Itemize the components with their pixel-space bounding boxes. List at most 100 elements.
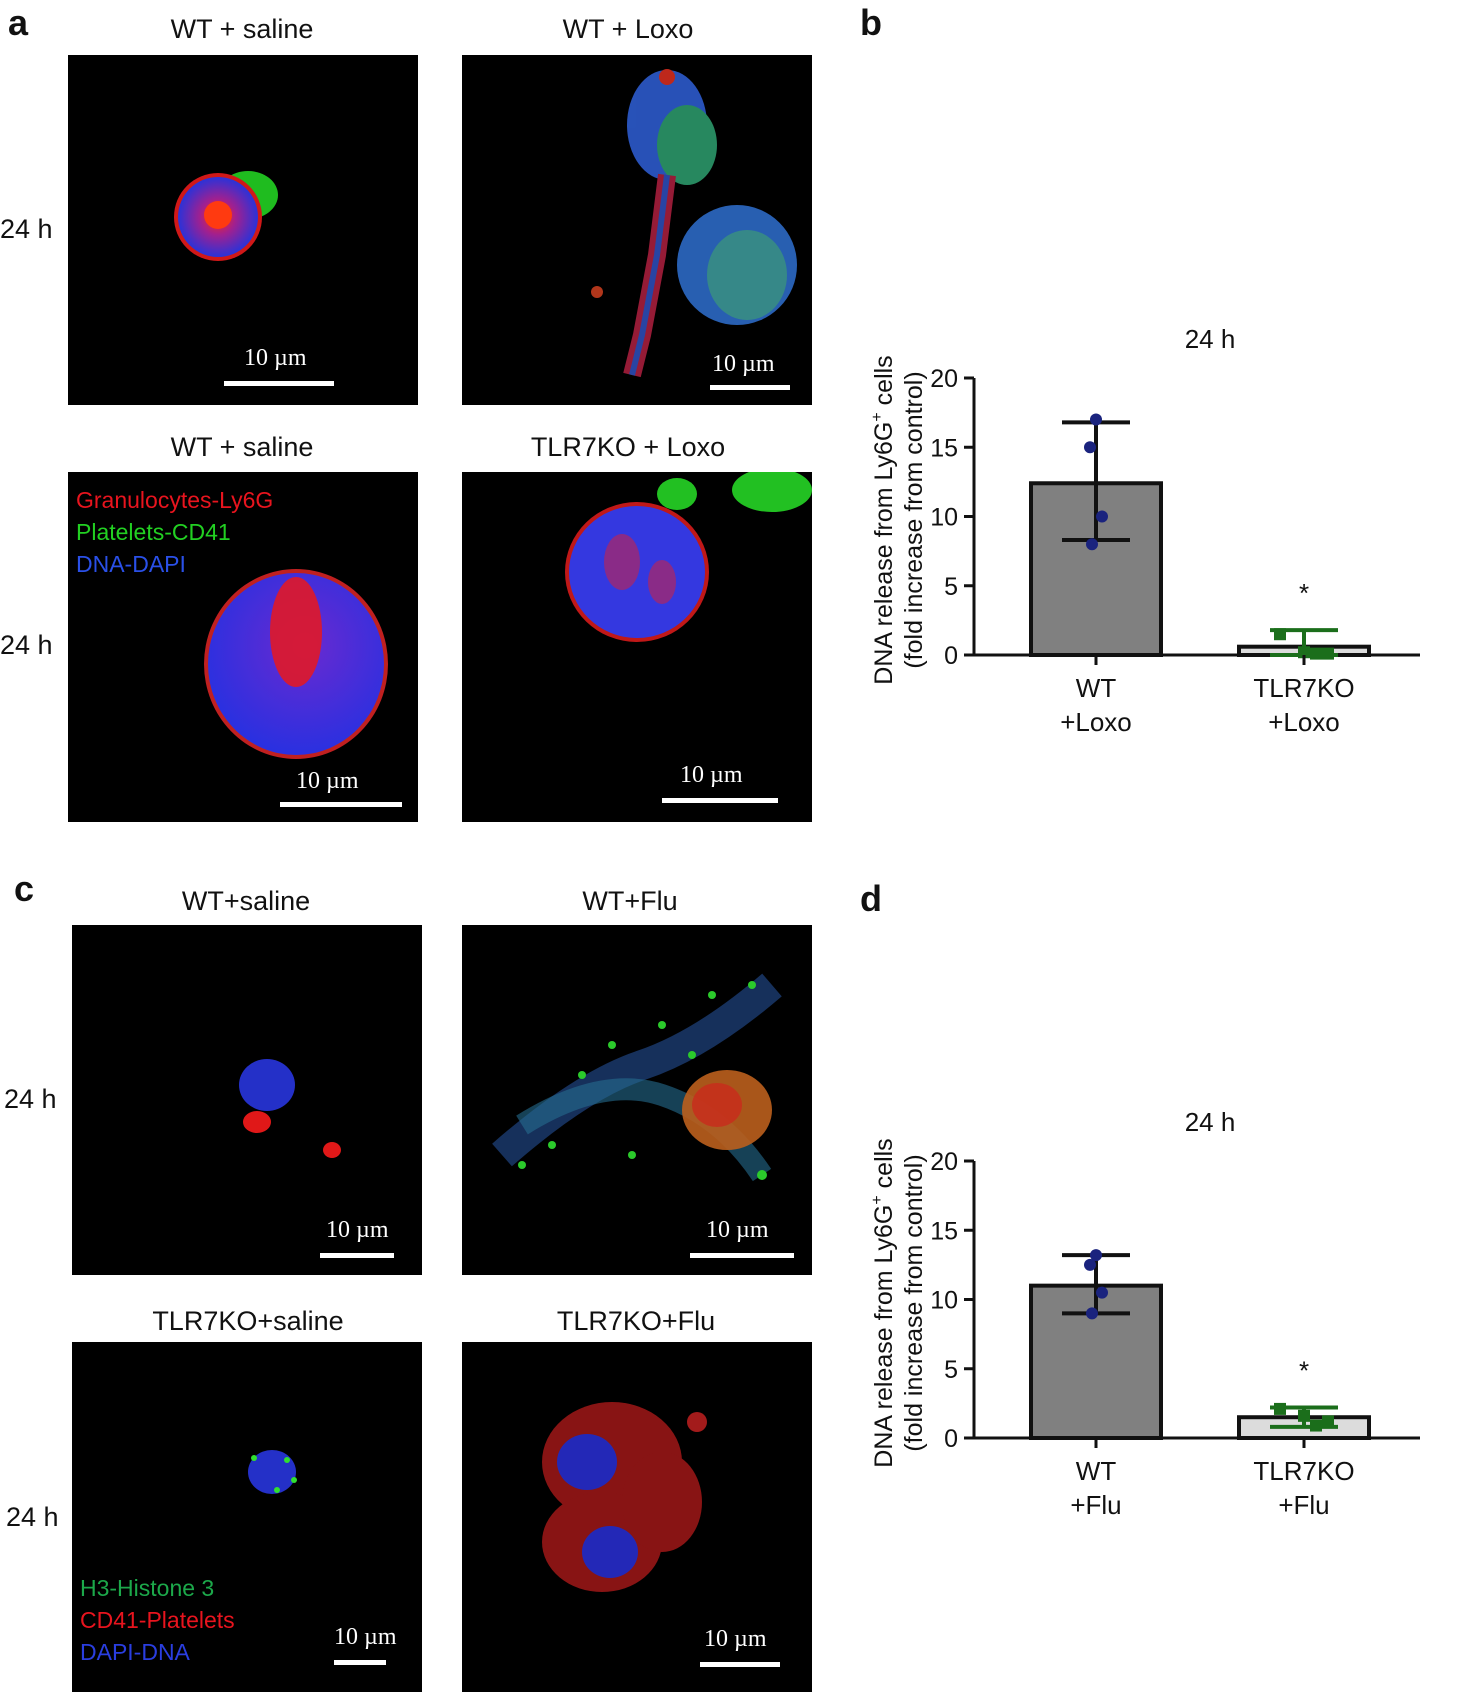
data-point [1298, 1409, 1310, 1422]
scale-bar [662, 798, 778, 803]
cell-image [204, 569, 388, 759]
y-tick-label: 0 [944, 642, 958, 670]
cell-image [239, 1059, 341, 1158]
scale-label: 10 µm [244, 345, 307, 371]
image-title-a4: TLR7KO + Loxo [530, 432, 726, 462]
legend-item-ly6g: Granulocytes-Ly6G [76, 487, 274, 513]
data-point [1090, 413, 1102, 426]
scale-bar [710, 385, 790, 390]
cell-image [542, 1402, 707, 1592]
scale-bar [320, 1253, 394, 1258]
panel-letter-d: d [860, 878, 882, 919]
y-axis-label: DNA release from Ly6G+ cells [869, 1138, 898, 1467]
scale-label: 10 µm [680, 762, 743, 788]
x-tick-label-line2: +Flu [1278, 1490, 1329, 1520]
image-title-a1: WT + saline [170, 14, 314, 44]
cell-image [565, 472, 812, 642]
y-axis-label: DNA release from Ly6G+ cells [869, 355, 898, 684]
row-label-c1: 24 h [4, 1084, 57, 1114]
bar-chart-b: 24 h DNA release from Ly6G+ cells (fold in… [869, 324, 1420, 737]
scale-bar [334, 1660, 386, 1665]
scale-label: 10 µm [706, 1217, 769, 1243]
x-tick-label-line2: +Flu [1070, 1490, 1121, 1520]
x-tick-label-line2: +Loxo [1060, 707, 1132, 737]
y-tick-label: 0 [944, 1425, 958, 1453]
legend-a: Granulocytes-Ly6G Platelets-CD41 DNA-DAP… [76, 484, 273, 580]
row-label-a1: 24 h [0, 214, 53, 244]
net-image [591, 69, 797, 378]
data-point [1096, 510, 1108, 523]
data-point [1086, 1307, 1098, 1320]
image-title-c4: TLR7KO+Flu [556, 1306, 716, 1336]
scale-label: 10 µm [712, 351, 775, 377]
scale-bar [280, 802, 402, 807]
micrograph-a4: 10 µm [462, 472, 812, 822]
data-point [1086, 538, 1098, 551]
y-tick-label: 10 [930, 504, 958, 532]
y-tick-label: 5 [944, 573, 958, 601]
micrograph-a1: 10 µm [68, 55, 418, 405]
image-title-c2: WT+Flu [582, 886, 678, 916]
micrograph-c1: 10 µm [72, 925, 422, 1275]
cell-image [174, 171, 278, 261]
x-tick-label: WT [1076, 1456, 1117, 1486]
significance-marker: * [1299, 1356, 1309, 1386]
chart-title: 24 h [1185, 1107, 1236, 1137]
y-tick-label: 10 [930, 1287, 958, 1315]
data-point [1274, 1402, 1286, 1415]
row-label-a2: 24 h [0, 630, 53, 660]
chart-b: 24 h DNA release from Ly6G+ cells (fold in… [860, 300, 1460, 770]
legend-item-h3: H3-Histone 3 [80, 1575, 215, 1601]
y-tick-label: 15 [930, 1217, 958, 1245]
data-point [1322, 647, 1334, 660]
significance-marker: * [1299, 578, 1309, 608]
legend-item-dapi: DAPI-DNA [80, 1639, 190, 1665]
scale-label: 10 µm [704, 1626, 767, 1652]
data-point [1090, 1249, 1102, 1262]
panel-letter-a: a [8, 2, 29, 43]
legend-item-cd41: Platelets-CD41 [76, 519, 231, 545]
bar-chart-d: 24 h DNA release from Ly6G+ cells (fold in… [869, 1107, 1420, 1520]
panel-letter-b: b [860, 2, 882, 43]
image-title-c1: WT+saline [181, 886, 311, 916]
data-point [1084, 1258, 1096, 1271]
data-point [1084, 441, 1096, 454]
x-tick-label-line2: +Loxo [1268, 707, 1340, 737]
y-tick-label: 20 [930, 365, 958, 393]
x-tick-label: WT [1076, 673, 1117, 703]
data-point [1298, 646, 1310, 659]
legend-item-cd41: CD41-Platelets [80, 1607, 235, 1633]
micrograph-c3: H3-Histone 3 CD41-Platelets DAPI-DNA 10 … [72, 1342, 422, 1692]
scale-bar [690, 1253, 794, 1258]
image-title-a3: WT + saline [170, 432, 314, 462]
scale-label: 10 µm [326, 1217, 389, 1243]
chart-d: 24 h DNA release from Ly6G+ cells (fold in… [860, 1083, 1460, 1553]
micrograph-a2: 10 µm [462, 55, 812, 405]
legend-c: H3-Histone 3 CD41-Platelets DAPI-DNA [80, 1572, 235, 1668]
cell-image [248, 1450, 297, 1494]
x-tick-label: TLR7KO [1253, 673, 1354, 703]
data-point [1096, 1286, 1108, 1299]
net-image [492, 973, 782, 1182]
image-title-a2: WT + Loxo [562, 14, 694, 44]
micrograph-a3: Granulocytes-Ly6G Platelets-CD41 DNA-DAP… [68, 472, 418, 822]
data-point [1310, 647, 1322, 660]
legend-item-dapi: DNA-DAPI [76, 551, 186, 577]
data-point [1322, 1415, 1334, 1428]
micrograph-c4: 10 µm [462, 1342, 812, 1692]
chart-title: 24 h [1185, 324, 1236, 354]
y-tick-label: 5 [944, 1356, 958, 1384]
y-axis-label-line2: (fold increase from control) [900, 1154, 928, 1451]
micrograph-c2: 10 µm [462, 925, 812, 1275]
scale-bar [700, 1662, 780, 1667]
x-tick-label: TLR7KO [1253, 1456, 1354, 1486]
data-point [1310, 1419, 1322, 1432]
row-label-c2: 24 h [6, 1502, 59, 1532]
scale-label: 10 µm [296, 768, 359, 794]
y-tick-label: 15 [930, 434, 958, 462]
panel-letter-c: c [14, 868, 35, 909]
image-title-c3: TLR7KO+saline [152, 1306, 344, 1336]
scale-bar [224, 381, 334, 386]
scale-label: 10 µm [334, 1624, 397, 1650]
data-point [1274, 628, 1286, 641]
